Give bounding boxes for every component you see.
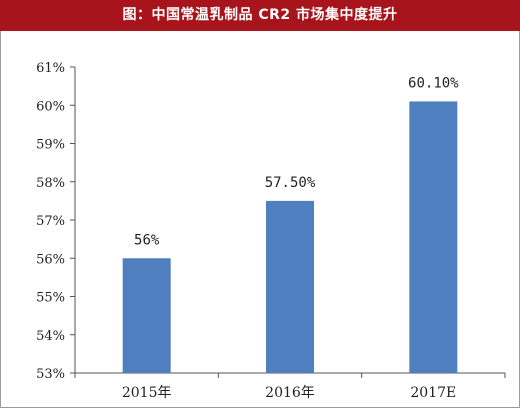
y-tick-label: 61% xyxy=(36,61,65,76)
chart-title: 图：中国常温乳制品 CR2 市场集中度提升 xyxy=(0,0,520,31)
y-tick-label: 53% xyxy=(36,367,65,382)
bar xyxy=(122,258,171,373)
data-labels: 56% 57.50% 60.10% xyxy=(134,75,459,248)
y-tick-label: 56% xyxy=(36,252,65,267)
bars xyxy=(122,101,458,374)
bar xyxy=(409,101,458,374)
x-tick-label: 2017E xyxy=(410,385,456,401)
data-label: 57.50% xyxy=(265,175,316,191)
y-tick-label: 57% xyxy=(36,214,65,229)
y-tick-label: 59% xyxy=(36,138,65,153)
data-label: 60.10% xyxy=(408,75,459,91)
bar xyxy=(266,200,314,373)
data-label: 56% xyxy=(134,232,160,248)
y-tick-label: 54% xyxy=(36,329,65,344)
y-tick-label: 55% xyxy=(36,291,65,306)
y-tick-label: 60% xyxy=(36,99,65,114)
x-axis: 2015年 2016年 2017E xyxy=(74,372,506,401)
y-tick-label: 58% xyxy=(36,176,65,191)
x-tick-label: 2015年 xyxy=(122,385,172,401)
y-axis: 53% 54% 55% 56% 57% 58% 59% 60% 61% xyxy=(36,61,76,382)
x-tick-label: 2016年 xyxy=(265,385,315,401)
